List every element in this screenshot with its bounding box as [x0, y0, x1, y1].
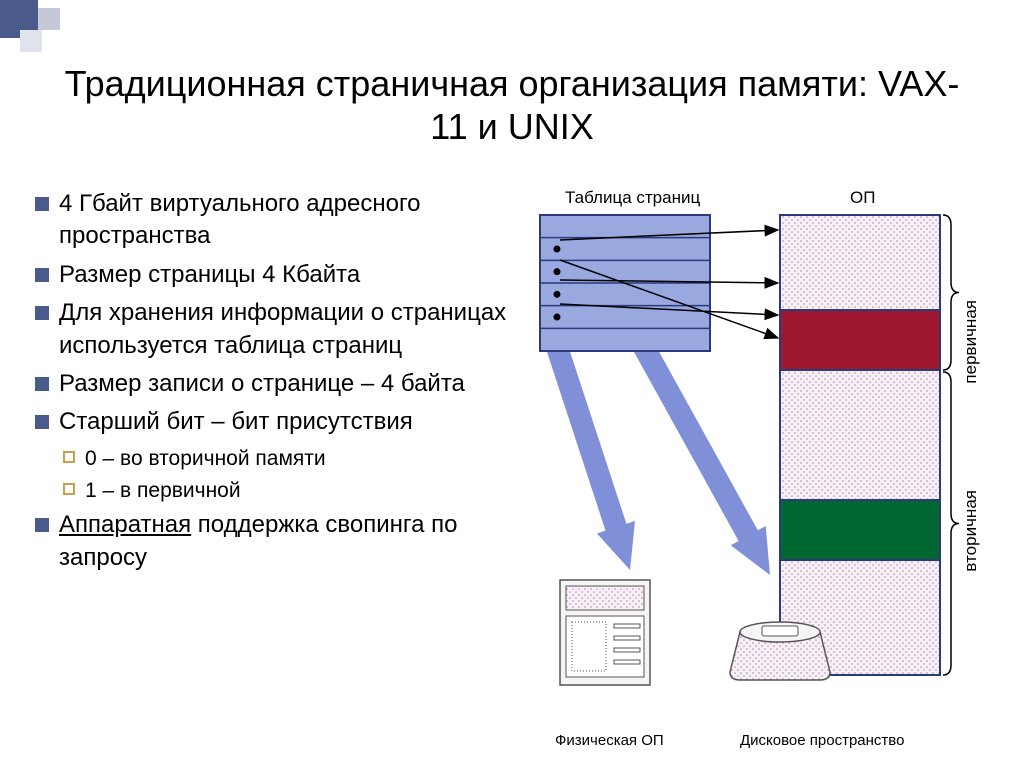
- bullet-list: 4 Гбайт виртуального адресного пространс…: [35, 188, 525, 580]
- slide-title: Традиционная страничная организация памя…: [50, 62, 974, 148]
- bullet-l1: 4 Гбайт виртуального адресного пространс…: [35, 188, 525, 253]
- bullet-l1: Аппаратная поддержка свопинга по запросу: [35, 509, 525, 574]
- bullet-l2: 1 – в первичной: [63, 477, 525, 505]
- bullet-l2: 0 – во вторичной памяти: [63, 445, 525, 473]
- memory-diagram: [530, 180, 1000, 740]
- bullet-l1: Для хранения информации о страницах испо…: [35, 297, 525, 362]
- bullet-l1: Старший бит – бит присутствия: [35, 406, 525, 438]
- bullet-l1: Размер записи о странице – 4 байта: [35, 368, 525, 400]
- bullet-l1: Размер страницы 4 Кбайта: [35, 259, 525, 291]
